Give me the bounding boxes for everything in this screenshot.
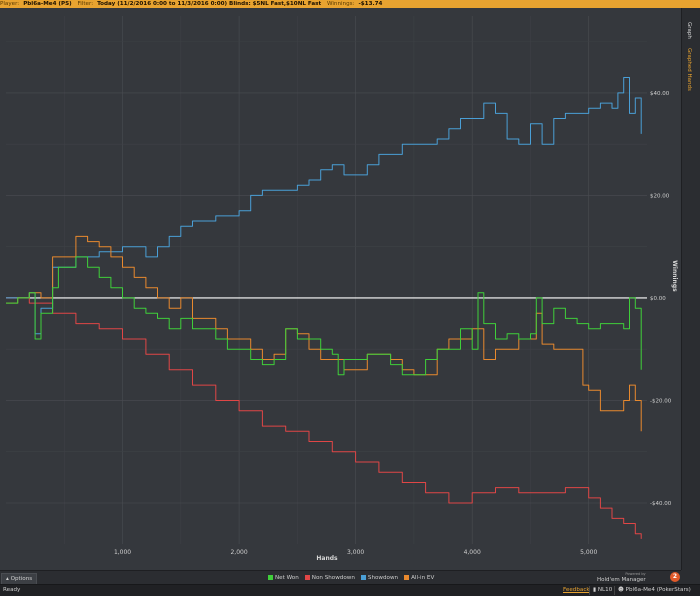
- chart-legend: Net Won Non Showdown Showdown All-in EV: [268, 575, 440, 581]
- y-tick-label: $20.00: [650, 193, 670, 199]
- legend-swatch: [404, 575, 410, 580]
- legend-item[interactable]: Net Won: [268, 575, 299, 581]
- options-bar: ▴ Options Net Won Non Showdown Showdown All…: [0, 570, 681, 585]
- x-tick-label: 2,000: [230, 549, 247, 556]
- filter-label: Filter:: [77, 1, 94, 7]
- axis-ticks: 1,000 2,000 3,000 4,000 5,000 $40.00 $20.00 $0.…: [114, 91, 672, 556]
- chart-area: 1,000 2,000 3,000 4,000 5,000 $40.00 $20.00 $0.…: [0, 8, 681, 570]
- x-tick-label: 3,000: [347, 549, 364, 556]
- user-icon: ☻: [618, 587, 626, 593]
- status-ready: Ready: [3, 587, 21, 593]
- chip-icon: ▮: [593, 587, 598, 593]
- logo-name: Hold'em Manager: [597, 576, 646, 583]
- legend-item[interactable]: All-in EV: [404, 575, 434, 581]
- tab-graphed-hands[interactable]: Graphed Hands: [686, 48, 692, 91]
- winnings-value: -$13.74: [358, 1, 383, 7]
- x-tick-label: 1,000: [114, 549, 131, 556]
- series-line-net-won: [6, 256, 642, 376]
- player-label: Player:: [0, 1, 20, 7]
- limit-label: NL10: [597, 587, 613, 593]
- legend-label: Net Won: [275, 575, 299, 581]
- legend-label: Showdown: [367, 575, 399, 581]
- y-tick-label: -$40.00: [650, 501, 672, 507]
- legend-swatch: [304, 575, 310, 580]
- hm2-badge-icon: 2: [670, 572, 680, 582]
- feedback-link[interactable]: Feedback: [563, 587, 590, 593]
- x-tick-label: 5,000: [580, 549, 597, 556]
- legend-item[interactable]: Showdown: [360, 575, 399, 581]
- active-player-indicator[interactable]: ☻ Pbl6a-Me4 (PokerStars): [614, 586, 694, 595]
- series-line-all-in-ev: [6, 235, 642, 432]
- winnings-label: Winnings:: [326, 1, 355, 7]
- x-tick-label: 4,000: [464, 549, 481, 556]
- chevron-up-icon: ▴: [6, 576, 11, 582]
- series-line-non-showdown: [6, 297, 642, 539]
- y-axis-label: Winnings: [671, 260, 678, 292]
- y-tick-label: -$20.00: [650, 398, 672, 404]
- holdem-manager-logo: Powered by Hold'em Manager: [597, 572, 646, 583]
- right-sidebar: Graph Graphed Hands: [681, 8, 700, 570]
- player-value[interactable]: Pbl6a-Me4 (PS): [23, 1, 72, 7]
- active-player-label: Pbl6a-Me4 (PokerStars): [625, 587, 691, 593]
- legend-swatch: [360, 575, 366, 580]
- legend-label: All-in EV: [411, 575, 435, 581]
- options-label: Options: [10, 576, 33, 582]
- options-button[interactable]: ▴ Options: [1, 573, 38, 585]
- series-line-showdown: [6, 77, 642, 335]
- powered-by-text: Powered by: [625, 572, 646, 576]
- winnings-graph[interactable]: 1,000 2,000 3,000 4,000 5,000 $40.00 $20.00 $0.…: [0, 8, 681, 570]
- legend-item[interactable]: Non Showdown: [304, 575, 355, 581]
- legend-label: Non Showdown: [311, 575, 355, 581]
- y-tick-label: $0.00: [650, 296, 666, 302]
- limit-indicator[interactable]: ▮ NL10: [589, 586, 615, 595]
- status-bar: Ready Feedback ▮ NL10 ☻ Pbl6a-Me4 (Poker…: [0, 584, 700, 596]
- filter-value[interactable]: Today (11/2/2016 0:00 to 11/3/2016 0:00)…: [97, 1, 322, 7]
- grid-lines: [6, 16, 647, 544]
- series-layer: [6, 77, 642, 539]
- y-tick-label: $40.00: [650, 91, 670, 97]
- filter-header-bar: Player: Pbl6a-Me4 (PS) Filter: Today (11/2…: [0, 0, 700, 8]
- tab-graph[interactable]: Graph: [686, 22, 692, 39]
- x-axis-label: Hands: [316, 555, 338, 562]
- legend-swatch: [268, 575, 273, 580]
